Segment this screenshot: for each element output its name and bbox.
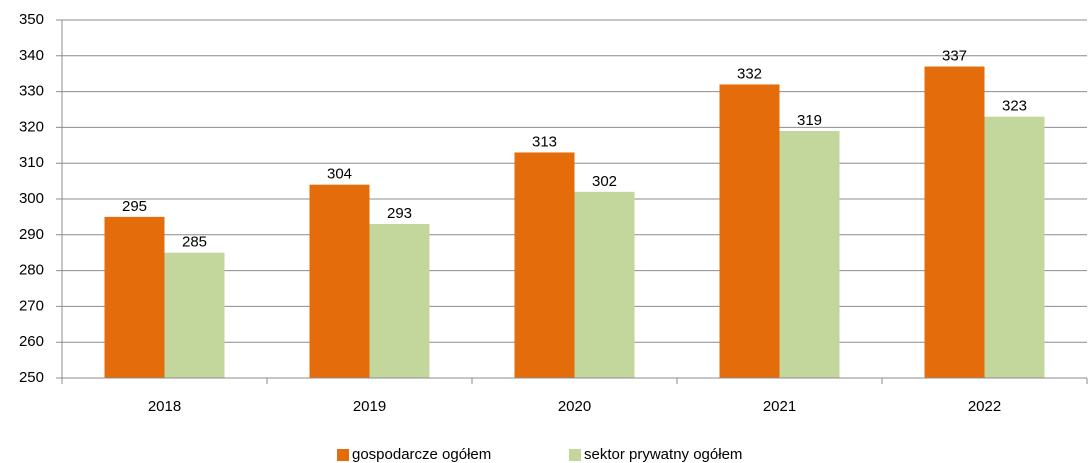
y-tick-label: 350 bbox=[19, 11, 44, 28]
data-label: 313 bbox=[532, 133, 557, 150]
y-tick-label: 330 bbox=[19, 83, 44, 100]
y-tick-label: 300 bbox=[19, 190, 44, 207]
y-tick-label: 310 bbox=[19, 154, 44, 171]
x-tick-label: 2020 bbox=[558, 398, 591, 415]
y-tick-label: 270 bbox=[19, 297, 44, 314]
legend-label: gospodarcze ogółem bbox=[352, 446, 491, 463]
y-tick-label: 250 bbox=[19, 369, 44, 386]
data-label: 302 bbox=[592, 173, 617, 190]
y-tick-label: 260 bbox=[19, 333, 44, 350]
bar bbox=[369, 224, 430, 378]
data-label: 285 bbox=[182, 234, 207, 251]
x-tick-label: 2018 bbox=[148, 398, 181, 415]
data-label: 323 bbox=[1002, 98, 1027, 115]
x-tick-label: 2022 bbox=[968, 398, 1001, 415]
data-label: 295 bbox=[122, 198, 147, 215]
data-label: 319 bbox=[797, 112, 822, 129]
x-tick-label: 2021 bbox=[763, 398, 796, 415]
bar bbox=[779, 130, 840, 378]
bar bbox=[719, 84, 780, 378]
bar bbox=[574, 191, 635, 378]
x-tick-label: 2019 bbox=[353, 398, 386, 415]
legend-swatch bbox=[337, 449, 349, 461]
y-tick-label: 320 bbox=[19, 118, 44, 135]
bar bbox=[164, 252, 225, 378]
bar bbox=[309, 184, 370, 378]
legend-label: sektor prywatny ogółem bbox=[584, 446, 742, 463]
y-tick-label: 290 bbox=[19, 226, 44, 243]
legend-swatch bbox=[569, 449, 581, 461]
y-tick-label: 340 bbox=[19, 47, 44, 64]
data-label: 332 bbox=[737, 65, 762, 82]
bar bbox=[514, 152, 575, 378]
data-label: 293 bbox=[387, 205, 412, 222]
bar bbox=[984, 116, 1045, 378]
bar bbox=[924, 66, 985, 378]
y-tick-label: 280 bbox=[19, 262, 44, 279]
data-label: 304 bbox=[327, 166, 352, 183]
data-label: 337 bbox=[942, 48, 967, 65]
bar bbox=[104, 216, 165, 378]
